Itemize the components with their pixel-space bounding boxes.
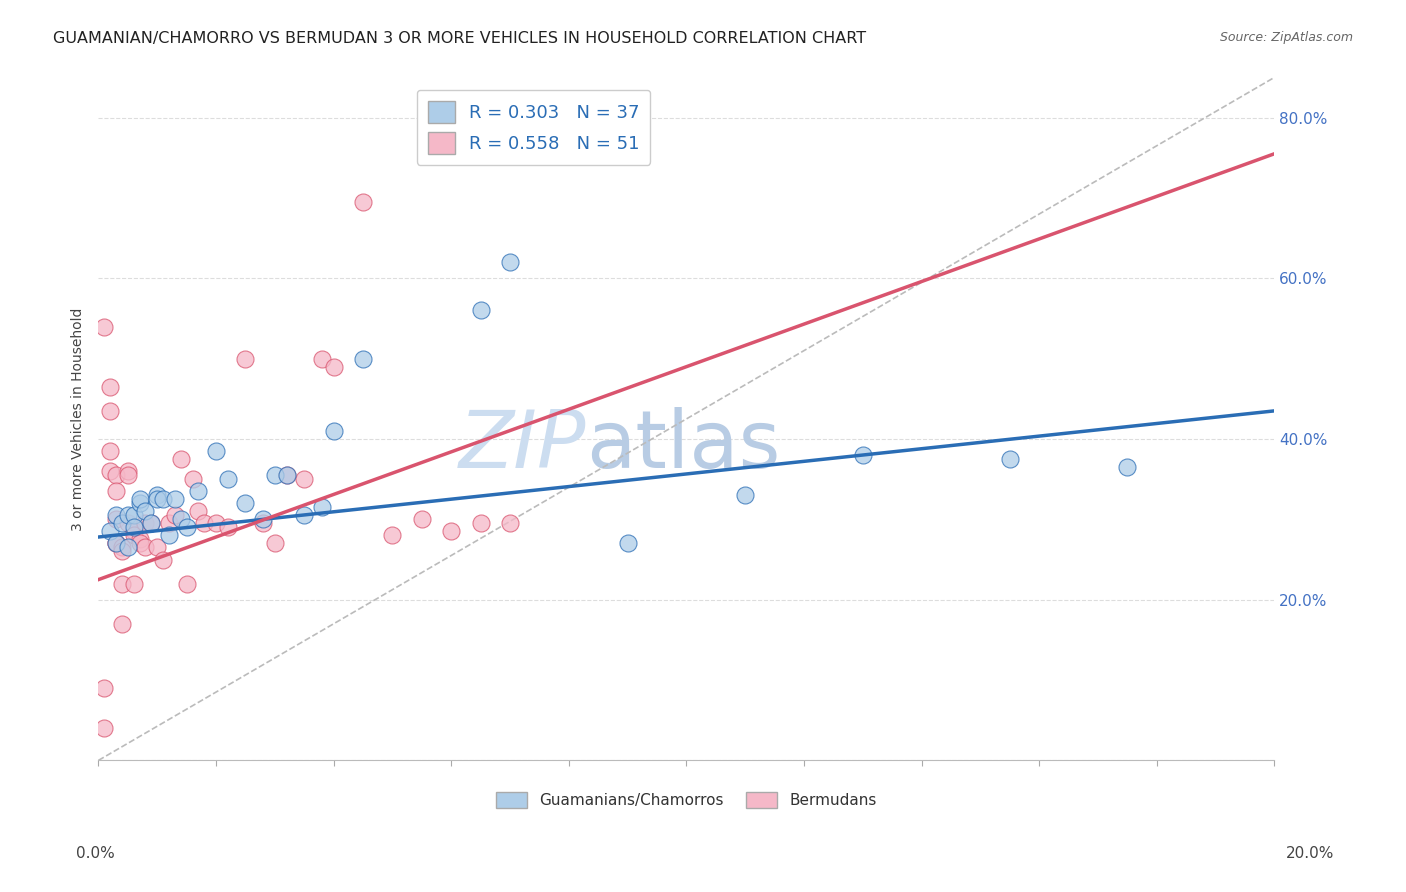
Point: [93, 681, 115, 695]
Point: [117, 464, 139, 478]
Text: ZIP: ZIP: [460, 408, 586, 485]
Point: [235, 351, 257, 366]
Point: [470, 516, 492, 531]
Point: [146, 541, 169, 555]
Point: [998, 452, 1021, 467]
Point: [170, 452, 193, 467]
Point: [122, 520, 145, 534]
Point: [98, 404, 121, 418]
Point: [163, 492, 186, 507]
Point: [263, 536, 285, 550]
Point: [122, 576, 145, 591]
Point: [111, 516, 134, 531]
Point: [235, 496, 257, 510]
Point: [128, 492, 150, 507]
Point: [163, 508, 186, 523]
Point: [205, 444, 228, 458]
Point: [111, 544, 134, 558]
Point: [117, 541, 139, 555]
Point: [263, 468, 285, 483]
Point: [217, 472, 239, 486]
Point: [499, 516, 522, 531]
Point: [98, 524, 121, 539]
Point: [276, 468, 298, 483]
Point: [105, 512, 128, 526]
Point: [176, 520, 198, 534]
Y-axis label: 3 or more Vehicles in Household: 3 or more Vehicles in Household: [72, 307, 86, 531]
Point: [122, 508, 145, 523]
Point: [117, 516, 139, 531]
Point: [352, 194, 374, 209]
Point: [470, 303, 492, 318]
Point: [128, 536, 150, 550]
Point: [117, 468, 139, 483]
Point: [105, 536, 128, 550]
Point: [499, 255, 522, 269]
Point: [187, 484, 209, 499]
Legend: Guamanians/Chamorros, Bermudans: Guamanians/Chamorros, Bermudans: [491, 786, 883, 814]
Text: atlas: atlas: [586, 408, 780, 485]
Text: GUAMANIAN/CHAMORRO VS BERMUDAN 3 OR MORE VEHICLES IN HOUSEHOLD CORRELATION CHART: GUAMANIAN/CHAMORRO VS BERMUDAN 3 OR MORE…: [53, 31, 866, 46]
Point: [292, 472, 315, 486]
Point: [122, 528, 145, 542]
Point: [157, 528, 180, 542]
Point: [117, 508, 139, 523]
Text: 0.0%: 0.0%: [76, 847, 115, 861]
Point: [170, 512, 193, 526]
Point: [146, 492, 169, 507]
Point: [98, 444, 121, 458]
Point: [93, 721, 115, 735]
Point: [205, 516, 228, 531]
Point: [152, 552, 174, 566]
Point: [98, 380, 121, 394]
Point: [128, 496, 150, 510]
Point: [98, 464, 121, 478]
Point: [146, 488, 169, 502]
Point: [252, 512, 274, 526]
Point: [193, 516, 215, 531]
Text: 20.0%: 20.0%: [1286, 847, 1334, 861]
Point: [105, 536, 128, 550]
Point: [134, 541, 156, 555]
Point: [311, 500, 333, 515]
Point: [105, 468, 128, 483]
Point: [252, 516, 274, 531]
Point: [176, 576, 198, 591]
Point: [1116, 460, 1139, 475]
Point: [111, 616, 134, 631]
Point: [181, 472, 204, 486]
Point: [141, 516, 163, 531]
Point: [111, 541, 134, 555]
Point: [105, 484, 128, 499]
Point: [276, 468, 298, 483]
Point: [352, 351, 374, 366]
Point: [93, 319, 115, 334]
Point: [134, 504, 156, 518]
Point: [128, 533, 150, 547]
Point: [292, 508, 315, 523]
Point: [141, 516, 163, 531]
Point: [134, 516, 156, 531]
Point: [411, 512, 433, 526]
Point: [111, 576, 134, 591]
Point: [187, 504, 209, 518]
Point: [157, 516, 180, 531]
Point: [105, 536, 128, 550]
Point: [217, 520, 239, 534]
Point: [122, 524, 145, 539]
Point: [440, 524, 463, 539]
Text: Source: ZipAtlas.com: Source: ZipAtlas.com: [1219, 31, 1353, 45]
Point: [852, 448, 875, 462]
Point: [734, 488, 756, 502]
Point: [322, 424, 344, 438]
Point: [152, 492, 174, 507]
Point: [616, 536, 638, 550]
Point: [311, 351, 333, 366]
Point: [381, 528, 404, 542]
Point: [322, 359, 344, 374]
Point: [105, 508, 128, 523]
